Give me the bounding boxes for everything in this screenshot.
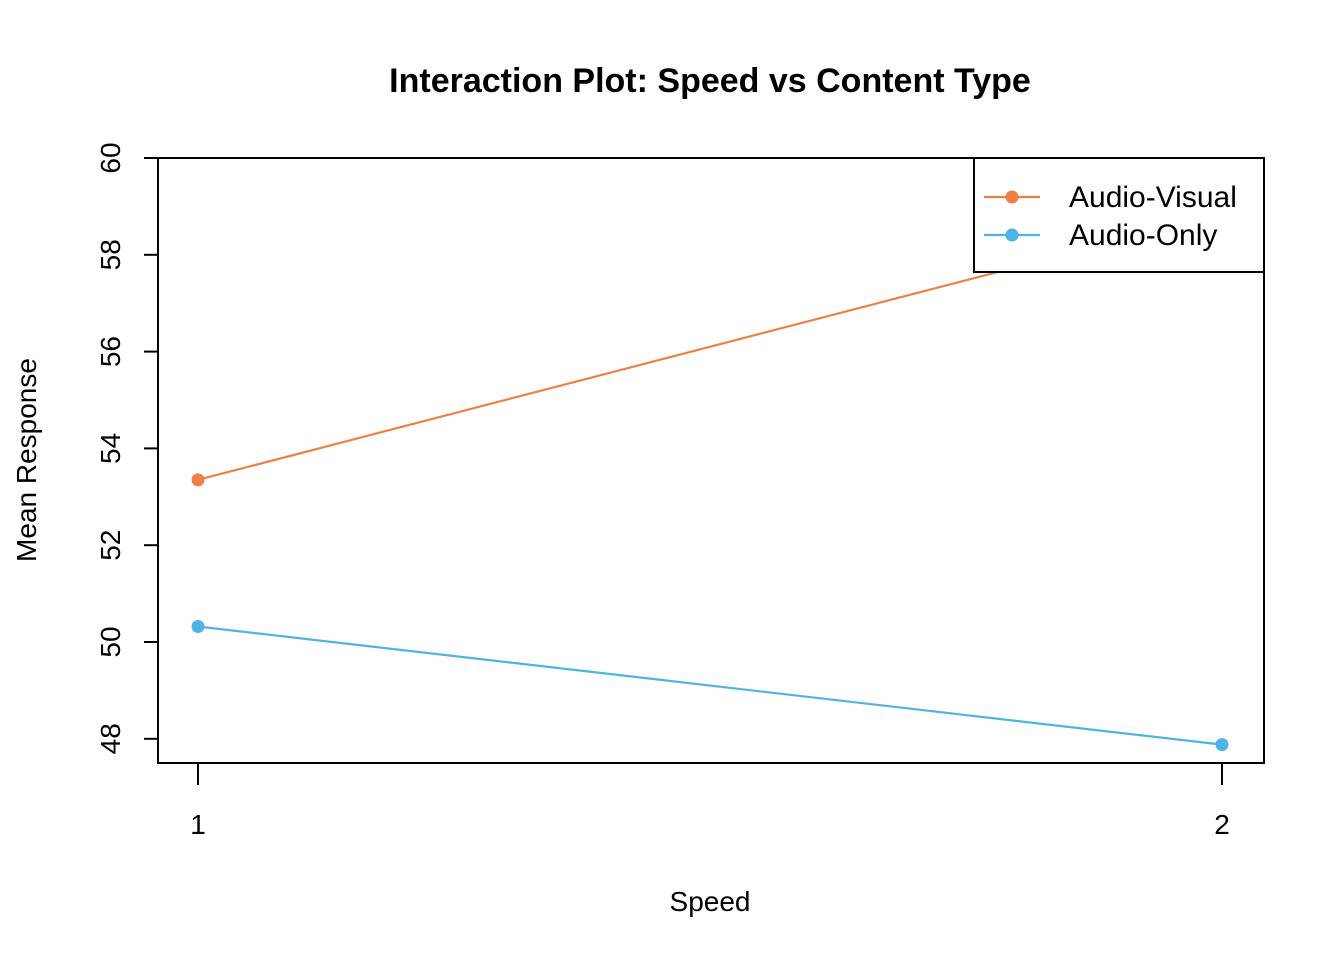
legend-marker-1 (1005, 228, 1019, 242)
y-axis: 48 50 52 54 56 58 60 (95, 142, 159, 754)
y-tick-label: 60 (95, 142, 126, 173)
y-tick-label: 56 (95, 336, 126, 367)
y-tick-label: 50 (95, 626, 126, 657)
y-tick-label: 54 (95, 433, 126, 464)
x-tick-label: 2 (1214, 809, 1230, 840)
legend-label-1: Audio-Only (1069, 219, 1217, 252)
series-point-0-0 (191, 473, 205, 487)
x-axis-title: Speed (670, 886, 751, 917)
legend-label-0: Audio-Visual (1069, 181, 1237, 214)
plot-layer (191, 207, 1229, 752)
y-tick-label: 48 (95, 723, 126, 754)
legend-marker-0 (1005, 190, 1019, 204)
series-point-1-1 (1215, 738, 1229, 752)
legend: Audio-Visual Audio-Only (973, 157, 1265, 273)
y-tick-label: 52 (95, 530, 126, 561)
y-tick-label: 58 (95, 239, 126, 270)
legend-box (973, 157, 1265, 273)
series-point-1-0 (191, 620, 205, 634)
series-line-1 (197, 625, 1223, 746)
y-axis-title: Mean Response (11, 358, 42, 562)
x-tick-label: 1 (190, 809, 206, 840)
chart-title: Interaction Plot: Speed vs Content Type (389, 62, 1031, 100)
